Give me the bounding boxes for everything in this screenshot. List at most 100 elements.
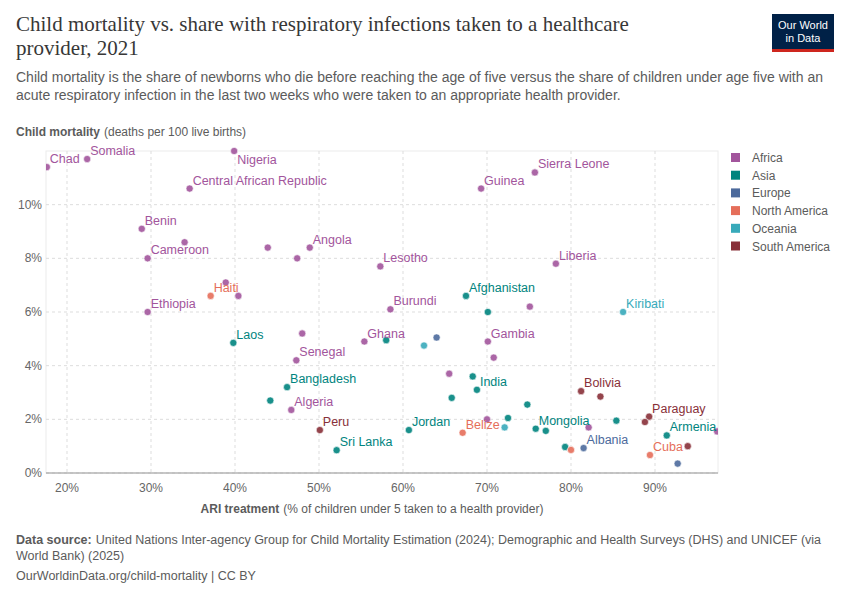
legend-swatch — [731, 171, 740, 180]
grid-line-y — [46, 204, 718, 205]
legend-label: Africa — [752, 151, 783, 165]
point — [524, 401, 531, 408]
x-tick-label: 70% — [475, 481, 499, 495]
y-axis-label-main: Child mortality — [16, 125, 100, 139]
point-label: Somalia — [90, 144, 135, 158]
point — [264, 244, 271, 251]
point-label: Belize — [466, 418, 500, 432]
x-axis-label: ARI treatment(% of children under 5 take… — [201, 502, 544, 516]
grid-line-x — [235, 151, 236, 473]
point — [567, 446, 574, 453]
point-label: Guinea — [484, 174, 524, 188]
x-tick-label: 30% — [139, 481, 163, 495]
legend-swatch — [731, 206, 740, 215]
point — [420, 342, 427, 349]
y-tick-label: 4% — [25, 359, 43, 373]
point-label: Paraguay — [652, 402, 706, 416]
point-label: Kiribati — [626, 297, 664, 311]
point-label: Benin — [145, 214, 177, 228]
y-tick-label: 8% — [25, 251, 43, 265]
point — [674, 460, 681, 467]
x-axis-label-main: ARI treatment — [201, 502, 280, 516]
legend-swatch — [731, 153, 740, 162]
point — [542, 427, 549, 434]
point — [504, 414, 511, 421]
legend-swatch — [731, 242, 740, 251]
point-label: Haiti — [214, 281, 239, 295]
x-tick-label: 50% — [307, 481, 331, 495]
point-label: Laos — [236, 328, 263, 342]
x-tick-label: 90% — [643, 481, 667, 495]
legend-swatch — [731, 224, 740, 233]
point-label: Mongolia — [539, 414, 590, 428]
point — [469, 373, 476, 380]
point-label: Cameroon — [151, 243, 209, 257]
grid-line-y — [46, 365, 718, 366]
logo-line: in Data — [772, 32, 834, 45]
point-label: Ghana — [367, 327, 405, 341]
x-tick-label: 80% — [559, 481, 583, 495]
point-labels: Chad Somalia Nigeria Central African Republ… — [50, 144, 717, 454]
plot-frame — [46, 151, 718, 473]
point — [484, 308, 491, 315]
legend-swatch — [731, 188, 740, 197]
grid-line-x — [319, 151, 320, 473]
grid-line-x — [403, 151, 404, 473]
point-label: Sri Lanka — [340, 435, 393, 449]
x-axis-line — [46, 473, 718, 474]
source-text: United Nations Inter-agency Group for Ch… — [16, 533, 821, 563]
title: Child mortality vs. share with respirato… — [16, 12, 706, 60]
point-label: Armenia — [670, 420, 717, 434]
point-label: Jordan — [412, 415, 450, 429]
point-label: Algeria — [294, 395, 333, 409]
legend-label: Oceania — [752, 222, 797, 236]
legend: Africa Asia Europe North America Oceania Sout… — [731, 151, 830, 254]
point-label: Ethiopia — [151, 297, 196, 311]
point-label: Albania — [587, 433, 629, 447]
point — [613, 417, 620, 424]
legend-label: North America — [752, 204, 828, 218]
x-tick-label: 40% — [223, 481, 247, 495]
x-tick-label: 20% — [55, 481, 79, 495]
point — [433, 334, 440, 341]
point-label: Burundi — [393, 294, 436, 308]
y-tick-label: 10% — [18, 198, 42, 212]
chart: 0% 2% 4% 6% 8% 10% 20% 30% 40% 50% 60% 70% 80% 90% Chi… — [0, 0, 850, 600]
point-label: India — [480, 375, 507, 389]
point-label: Senegal — [299, 345, 345, 359]
point — [526, 303, 533, 310]
point — [597, 393, 604, 400]
point-label: Sierra Leone — [538, 157, 610, 171]
point — [448, 394, 455, 401]
point — [299, 330, 306, 337]
footer: OurWorldinData.org/child-mortality | CC … — [16, 569, 256, 583]
logo: Our Worldin Data — [772, 14, 834, 52]
point-label: Bangladesh — [290, 372, 356, 386]
legend-label: Europe — [752, 186, 791, 200]
y-tick-label: 6% — [25, 305, 43, 319]
point-label: Chad — [50, 152, 80, 166]
point-label: Gambia — [491, 327, 535, 341]
point — [490, 354, 497, 361]
point-label: Bolivia — [584, 376, 621, 390]
point — [641, 418, 648, 425]
point — [684, 443, 691, 450]
point-label: Nigeria — [237, 153, 277, 167]
points — [46, 147, 718, 467]
point — [501, 424, 508, 431]
source: Data source:United Nations Inter-agency … — [16, 532, 831, 564]
y-axis-label: Child mortality(deaths per 100 live birt… — [16, 125, 246, 139]
y-tick-label: 2% — [25, 412, 43, 426]
y-tick-label: 0% — [25, 466, 43, 480]
point-label: Angola — [313, 233, 352, 247]
source-label: Data source: — [16, 533, 92, 547]
legend-label: Asia — [752, 169, 776, 183]
point — [267, 397, 274, 404]
legend-label: South America — [752, 240, 830, 254]
point — [294, 255, 301, 262]
grid-line-y — [46, 473, 718, 474]
grid-line-x — [655, 151, 656, 473]
point-label: Central African Republic — [193, 174, 327, 188]
x-tick-label: 60% — [391, 481, 415, 495]
point — [446, 370, 453, 377]
